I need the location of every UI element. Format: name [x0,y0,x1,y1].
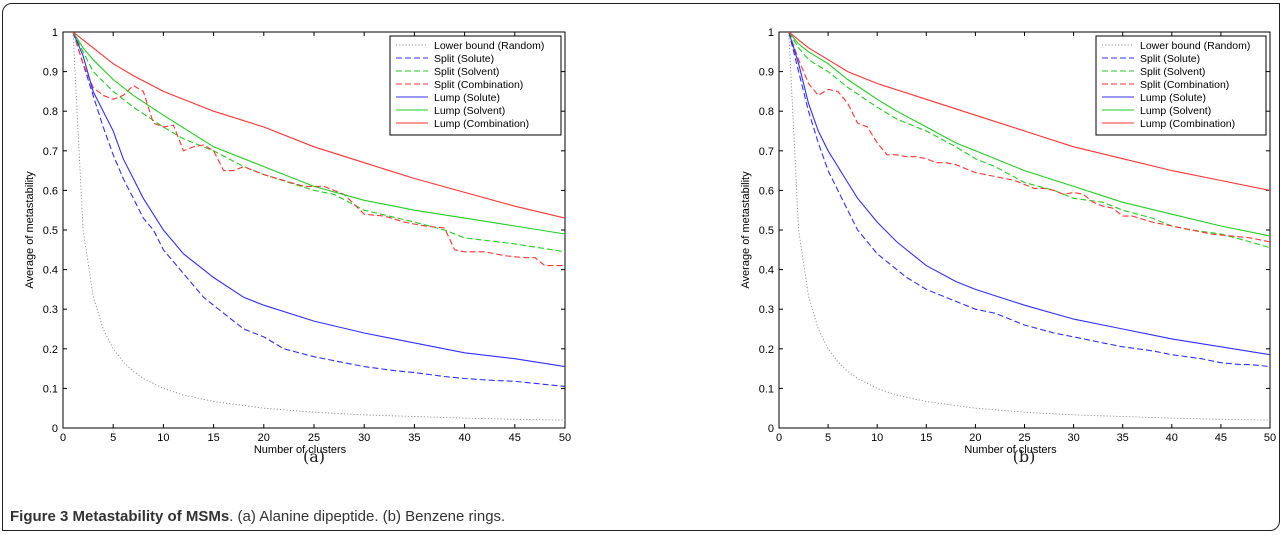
legend-label: Split (Combination) [1140,79,1229,91]
y-tick-label: 0.2 [43,344,58,356]
x-tick-label: 5 [825,432,831,444]
caption-label: Figure 3 [10,508,69,525]
x-tick-label: 30 [358,432,370,444]
legend-label: Lower bound (Random) [434,40,544,52]
legend-label: Split (Solvent) [434,66,499,78]
series-line-split-solute [72,32,565,387]
x-axis-label: Number of clusters [254,444,347,456]
series-line-split-combination [788,32,1270,243]
y-axis-label: Average of metastability [24,171,36,289]
legend-label: Lump (Solute) [1140,92,1206,104]
series-line-lump-solute [72,32,565,368]
x-tick-label: 45 [509,432,521,444]
y-tick-label: 0.9 [43,67,58,79]
series-line-lower-bound-random [72,32,565,421]
figure-caption: Figure 3 Metastability of MSMs. (a) Alan… [10,508,505,525]
legend: Lower bound (Random)Split (Solute)Split … [389,35,562,136]
legend-label: Split (Solvent) [1140,66,1205,78]
x-tick-label: 45 [1215,432,1227,444]
x-tick-label: 35 [408,432,420,444]
y-tick-label: 0.9 [759,67,774,79]
y-tick-label: 0.1 [43,383,58,395]
y-tick-label: 0.3 [759,304,774,316]
series-line-split-solvent [788,32,1270,249]
x-tick-label: 40 [1166,432,1178,444]
x-tick-label: 15 [207,432,219,444]
y-tick-label: 1 [52,27,58,39]
y-tick-label: 0.6 [43,185,58,197]
x-tick-label: 30 [1067,432,1079,444]
legend-label: Lump (Solvent) [434,105,505,117]
y-tick-label: 0.5 [759,225,774,237]
series-group [72,32,565,421]
y-tick-label: 0.8 [43,106,58,118]
series-group [788,32,1270,421]
legend-label: Lump (Combination) [434,118,529,130]
legend-label: Lump (Solvent) [1140,105,1211,117]
y-tick-label: 0.6 [759,185,774,197]
y-tick-label: 0.8 [759,106,774,118]
series-line-split-solvent [72,32,565,253]
y-tick-label: 0.2 [759,344,774,356]
x-tick-label: 25 [308,432,320,444]
caption-title: Metastability of MSMs [72,508,230,525]
legend-box [1095,35,1267,136]
legend-label: Split (Combination) [434,79,523,91]
series-line-lump-solvent [788,32,1270,237]
y-tick-label: 0.5 [43,225,58,237]
legend: Lower bound (Random)Split (Solute)Split … [1095,35,1267,136]
y-tick-label: 0 [768,423,774,435]
panel-label: (b) [1013,447,1036,466]
chart-panel-a: 0 5 10 15 20 25 30 35 40 45 50 0 0.1 0.2 0.3 0.4 0.5 0.6 0… [24,27,571,466]
x-tick-label: 40 [458,432,470,444]
x-tick-label: 5 [110,432,116,444]
legend-label: Split (Solute) [1140,53,1200,65]
series-line-lump-solute [788,32,1270,356]
x-tick-label: 50 [1264,432,1276,444]
series-line-split-combination [72,32,565,267]
legend-label: Lump (Solute) [434,92,500,104]
y-tick-label: 0.7 [759,146,774,158]
y-tick-label: 0.4 [43,265,58,277]
y-tick-label: 1 [768,27,774,39]
y-tick-label: 0.1 [759,383,774,395]
series-line-lump-solvent [72,32,565,235]
y-tick-label: 0 [52,423,58,435]
x-tick-label: 10 [871,432,883,444]
y-tick-label: 0.3 [43,304,58,316]
chart-panel-b: 0 5 10 15 20 25 30 35 40 45 50 0 0.1 0.2 0.3 0.4 0.5 0.6 0… [740,27,1276,466]
figure-svg: 0 5 10 15 20 25 30 35 40 45 5000.10.20.30.40.50.60… [24,27,1276,466]
y-tick-label: 0.4 [759,265,774,277]
x-tick-label: 35 [1117,432,1129,444]
caption-text: . (a) Alanine dipeptide. (b) Benzene rin… [229,508,506,525]
x-tick-label: 10 [157,432,169,444]
x-tick-label: 20 [258,432,270,444]
legend-box [389,35,562,136]
panel-label: (a) [303,447,325,466]
series-line-lump-combination [72,32,565,219]
legend-label: Lump (Combination) [1140,118,1235,130]
legend-label: Split (Solute) [434,53,494,65]
x-tick-label: 0 [60,432,66,444]
x-tick-label: 25 [1018,432,1030,444]
x-tick-label: 50 [559,432,571,444]
x-tick-label: 15 [920,432,932,444]
y-axis-label: Average of metastability [740,171,752,289]
series-line-lump-combination [788,32,1270,191]
x-tick-label: 0 [776,432,782,444]
legend-label: Lower bound (Random) [1140,40,1250,52]
figure-frame [2,3,1280,531]
x-tick-label: 20 [969,432,981,444]
x-axis-label: Number of clusters [964,444,1057,456]
series-line-split-solute [788,32,1270,368]
y-tick-label: 0.7 [43,146,58,158]
